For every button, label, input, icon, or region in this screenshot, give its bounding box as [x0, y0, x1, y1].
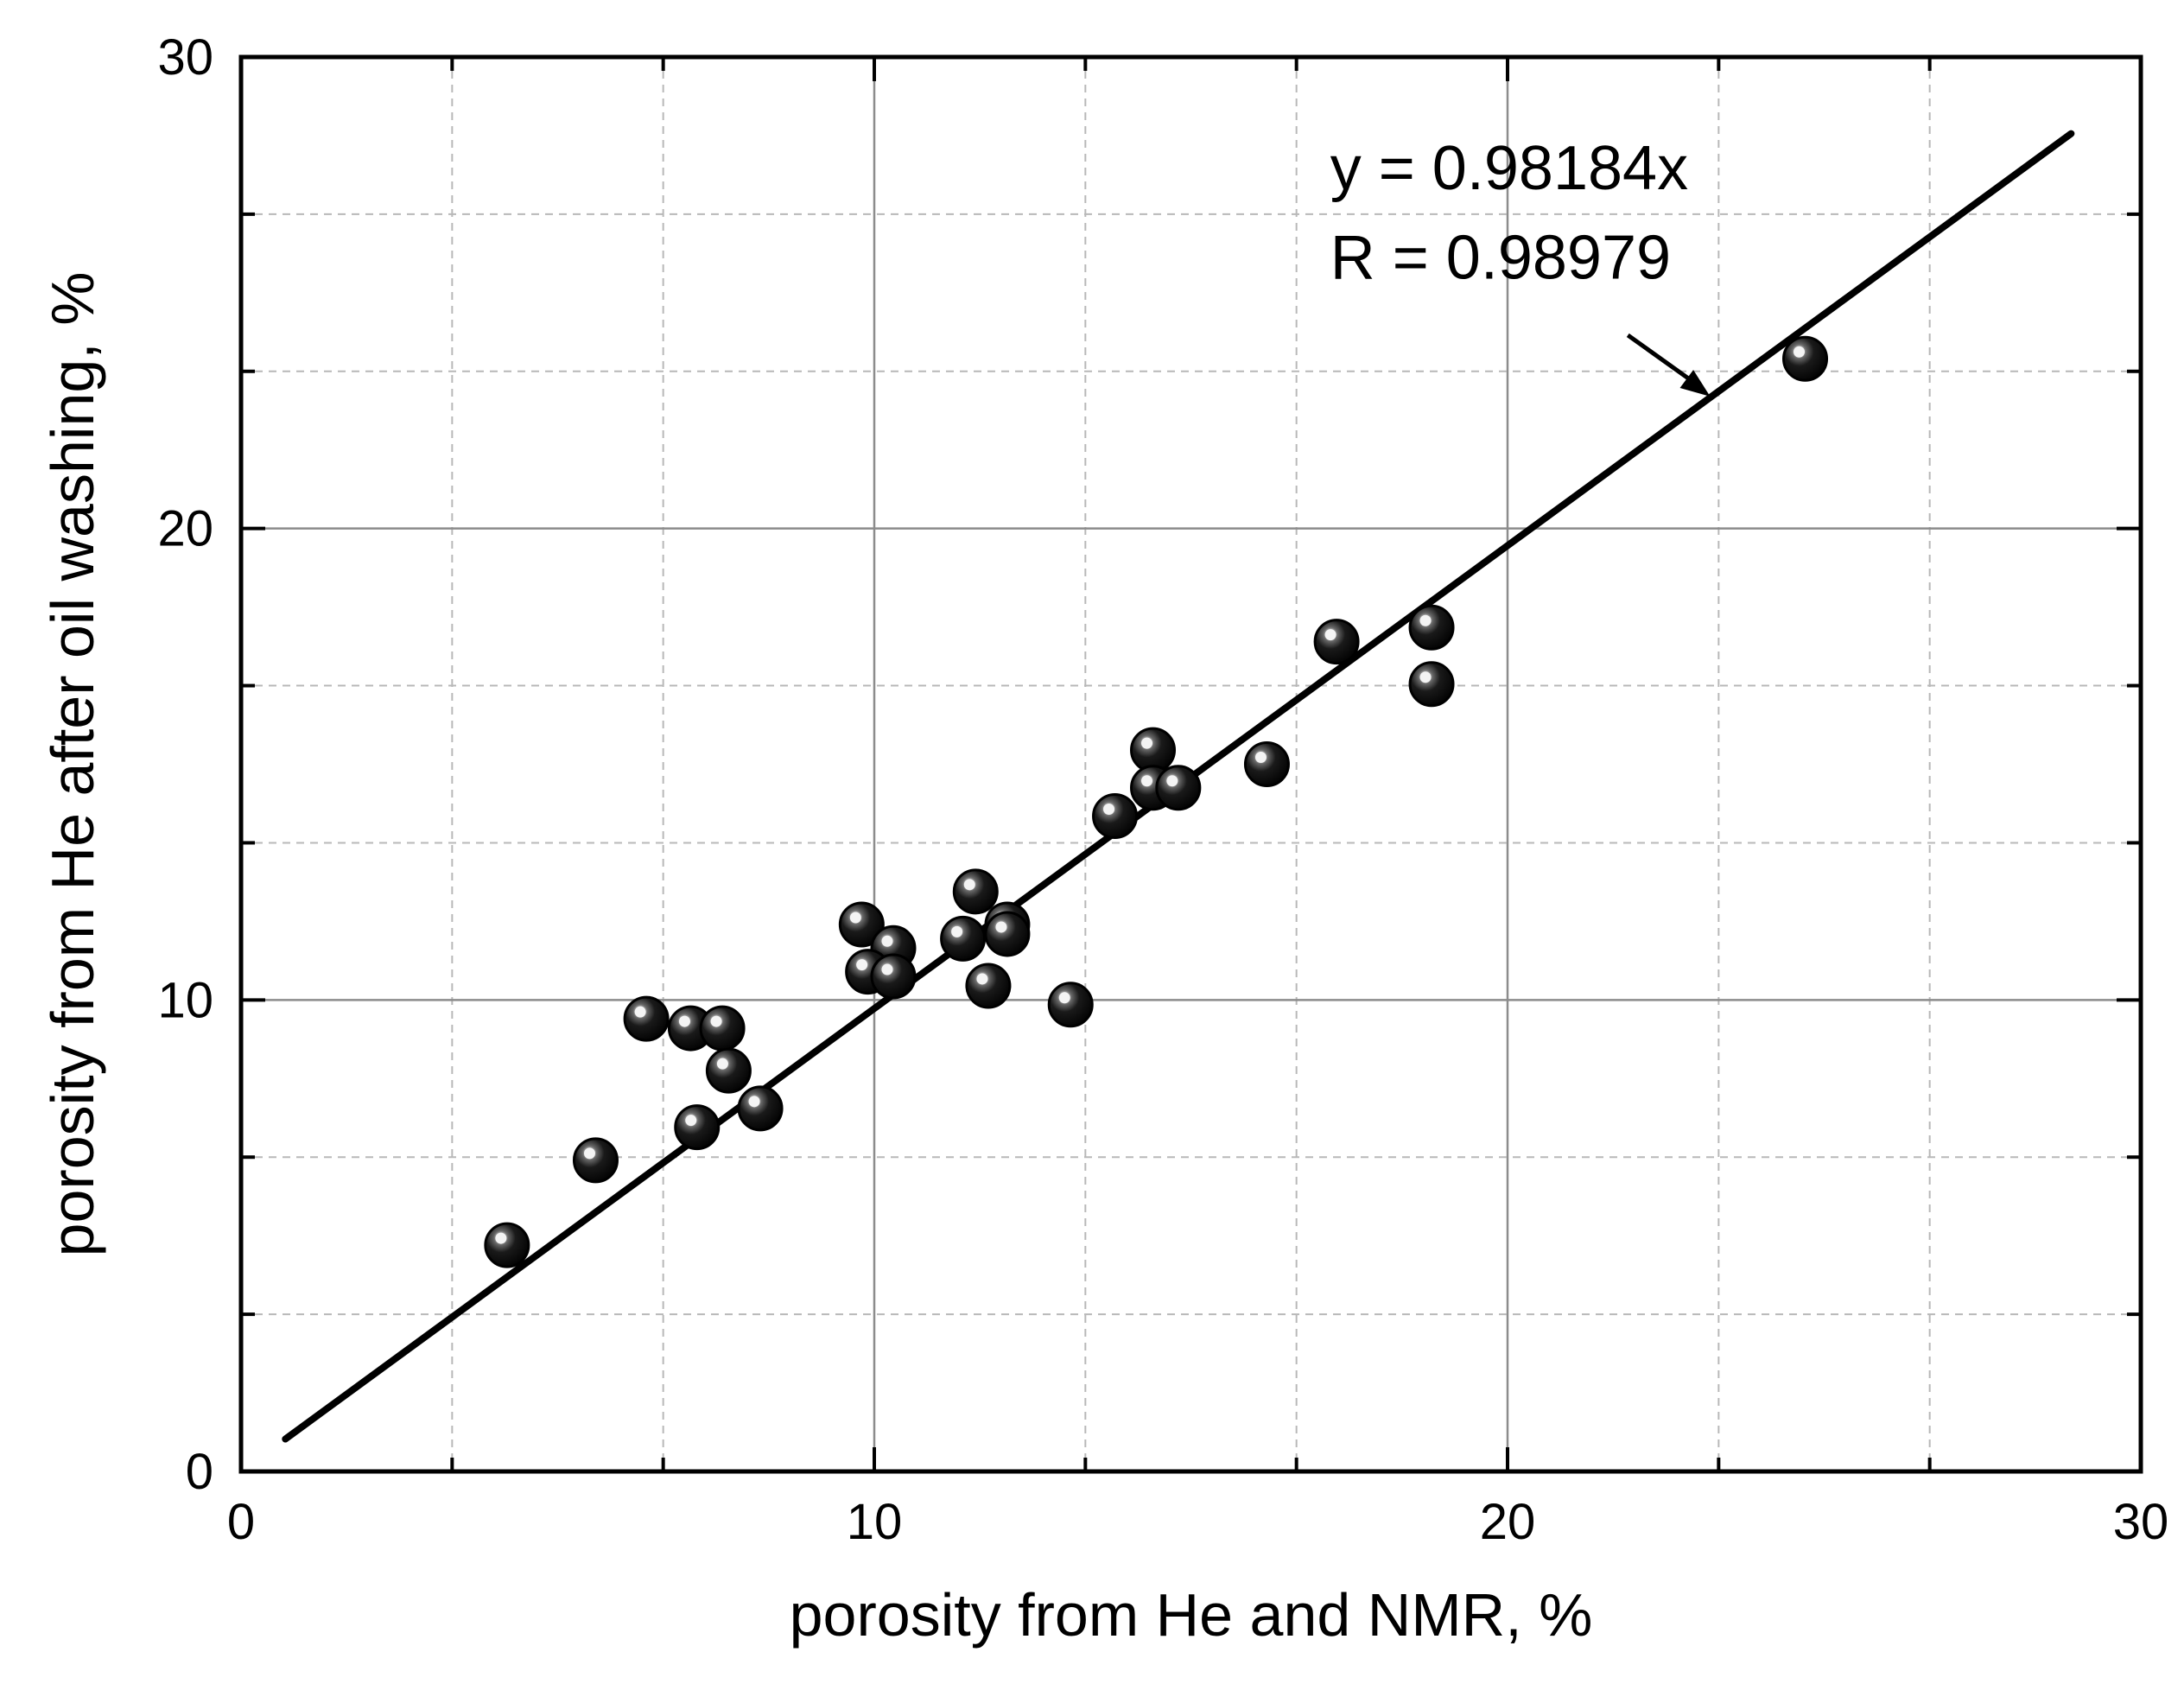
data-point	[1243, 741, 1290, 787]
data-point-highlight	[1141, 737, 1153, 749]
data-point-ball	[1092, 793, 1139, 840]
data-points	[484, 335, 1829, 1268]
data-point	[1408, 604, 1455, 651]
data-point	[870, 953, 917, 1000]
x-tick-label: 30	[2113, 1494, 2169, 1550]
data-point	[940, 915, 987, 962]
data-point-ball	[952, 868, 999, 915]
x-tick-label: 10	[847, 1494, 903, 1550]
x-axis-title: porosity from He and NMR, %	[790, 1581, 1593, 1649]
data-point-highlight	[881, 963, 893, 975]
grid-lines	[241, 57, 2141, 1471]
axis-ticks	[241, 57, 2141, 1471]
data-point	[572, 1137, 619, 1184]
data-point-ball	[699, 1005, 746, 1052]
data-point-ball	[737, 1085, 784, 1132]
data-point-ball	[838, 901, 885, 948]
data-point-highlight	[1324, 629, 1336, 641]
data-point-highlight	[995, 921, 1007, 933]
data-point	[1155, 765, 1202, 811]
data-point-ball	[870, 953, 917, 1000]
data-point-highlight	[881, 935, 893, 947]
data-point-ball	[1243, 741, 1290, 787]
data-point-ball	[984, 911, 1031, 957]
data-point-highlight	[710, 1015, 722, 1027]
data-point-highlight	[1254, 752, 1267, 763]
data-point-ball	[940, 915, 987, 962]
data-point-highlight	[1419, 614, 1432, 626]
equation-label: y = 0.98184x	[1330, 134, 1688, 203]
plot-frame	[238, 54, 2143, 1474]
x-tick-label: 0	[227, 1494, 255, 1550]
data-point-ball	[484, 1222, 530, 1268]
data-point-highlight	[856, 959, 868, 971]
data-point-ball	[965, 963, 1012, 1009]
data-point	[484, 1222, 530, 1268]
data-point-highlight	[1103, 804, 1115, 816]
data-point	[699, 1005, 746, 1052]
data-point-highlight	[1141, 775, 1153, 787]
data-point-ball	[705, 1047, 752, 1094]
data-point-highlight	[495, 1232, 507, 1244]
data-point-ball	[1782, 335, 1829, 382]
data-point	[1313, 619, 1360, 665]
data-point-ball	[623, 995, 670, 1042]
data-point-ball	[1408, 661, 1455, 708]
y-tick-label: 10	[157, 972, 213, 1028]
y-axis-title: porosity from He after oil washing, %	[39, 272, 106, 1257]
data-point-highlight	[951, 925, 963, 937]
data-point-highlight	[1794, 346, 1806, 358]
data-point-highlight	[1166, 775, 1178, 787]
data-point	[838, 901, 885, 948]
data-point-highlight	[716, 1058, 728, 1070]
data-point-highlight	[634, 1006, 646, 1018]
data-point-ball	[572, 1137, 619, 1184]
r-value-label: R = 0.98979	[1330, 223, 1671, 292]
y-tick-label: 0	[186, 1444, 213, 1500]
data-point	[1047, 982, 1094, 1028]
data-point	[984, 911, 1031, 957]
data-point	[623, 995, 670, 1042]
data-point-highlight	[748, 1096, 760, 1108]
data-point	[674, 1104, 721, 1151]
data-point-ball	[1408, 604, 1455, 651]
data-point	[1782, 335, 1829, 382]
y-tick-label: 20	[157, 501, 213, 557]
data-point	[1092, 793, 1139, 840]
data-point	[952, 868, 999, 915]
data-point	[737, 1085, 784, 1132]
data-point-highlight	[1419, 671, 1432, 683]
data-point-ball	[674, 1104, 721, 1151]
data-point	[965, 963, 1012, 1009]
data-point-highlight	[963, 879, 975, 891]
data-point-highlight	[1058, 992, 1070, 1004]
data-point-ball	[1155, 765, 1202, 811]
tick-labels: 0 10 20 30 0 10 20 30	[157, 29, 2168, 1550]
data-point-highlight	[976, 973, 988, 985]
data-point-highlight	[685, 1115, 697, 1127]
data-point-highlight	[849, 912, 861, 924]
data-point	[1408, 661, 1455, 708]
data-point	[1130, 727, 1177, 773]
data-point-highlight	[583, 1147, 595, 1160]
data-point-ball	[1313, 619, 1360, 665]
data-point-highlight	[678, 1015, 690, 1027]
x-tick-label: 20	[1480, 1494, 1536, 1550]
data-point	[705, 1047, 752, 1094]
annotation-arrow-head	[1679, 370, 1711, 397]
y-tick-label: 30	[157, 29, 213, 86]
data-point-ball	[1047, 982, 1094, 1028]
